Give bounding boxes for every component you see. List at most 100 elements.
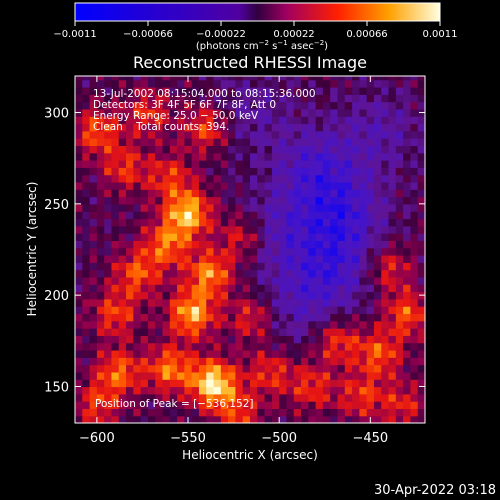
heatmap-cell — [191, 298, 200, 307]
heatmap-cell — [111, 247, 120, 256]
heatmap-cell — [381, 203, 390, 212]
heatmap-cell — [118, 379, 127, 388]
heatmap-cell — [177, 196, 185, 205]
heatmap-cell — [75, 160, 83, 168]
heatmap-cell — [403, 379, 412, 388]
heatmap-cell — [271, 408, 280, 417]
heatmap-cell — [126, 298, 134, 307]
heatmap-cell — [337, 313, 346, 322]
heatmap-cell — [315, 233, 324, 241]
heatmap-cell — [301, 116, 309, 125]
heatmap-cell — [191, 167, 200, 176]
heatmap-cell — [308, 401, 317, 409]
heatmap-cell — [198, 218, 207, 227]
heatmap-cell — [140, 138, 149, 146]
heatmap-cell — [96, 108, 105, 117]
heatmap-cell — [264, 152, 273, 161]
heatmap-cell — [352, 349, 360, 358]
heatmap-cell — [417, 181, 425, 190]
heatmap-cell — [388, 189, 397, 198]
heatmap-cell — [140, 189, 149, 198]
heatmap-cell — [344, 276, 353, 285]
heatmap-cell — [198, 349, 207, 358]
heatmap-cell — [184, 86, 193, 95]
heatmap-cell — [330, 364, 339, 373]
heatmap-cell — [293, 357, 302, 366]
heatmap-cell — [352, 225, 360, 234]
heatmap-cell — [235, 181, 244, 190]
heatmap-cell — [308, 181, 317, 190]
heatmap-cell — [220, 247, 229, 256]
heatmap-cell — [250, 386, 258, 395]
heatmap-cell — [191, 108, 200, 117]
heatmap-cell — [162, 371, 171, 380]
heatmap-cell — [191, 138, 200, 146]
heatmap-cell — [286, 262, 295, 271]
heatmap-cell — [410, 203, 419, 212]
heatmap-cell — [286, 401, 295, 409]
heatmap-cell — [315, 225, 324, 234]
heatmap-cell — [140, 269, 149, 278]
heatmap-cell — [264, 130, 273, 139]
heatmap-cell — [381, 225, 390, 234]
heatmap-cell — [96, 233, 105, 241]
heatmap-cell — [395, 408, 404, 417]
heatmap-cell — [242, 123, 251, 132]
heatmap-cell — [242, 181, 251, 190]
heatmap-cell — [177, 211, 185, 220]
heatmap-cell — [366, 284, 375, 293]
heatmap-cell — [162, 342, 171, 351]
heatmap-cell — [271, 364, 280, 373]
heatmap-cell — [388, 357, 397, 366]
heatmap-cell — [395, 386, 404, 395]
heatmap-cell — [198, 196, 207, 205]
heatmap-cell — [293, 320, 302, 329]
heatmap-cell — [403, 189, 412, 198]
heatmap-cell — [133, 181, 142, 190]
heatmap-cell — [162, 401, 171, 409]
heatmap-cell — [147, 79, 156, 88]
heatmap-cell — [213, 218, 222, 227]
heatmap-cell — [111, 393, 120, 402]
heatmap-cell — [118, 284, 127, 293]
heatmap-cell — [322, 86, 331, 95]
heatmap-cell — [228, 276, 237, 285]
heatmap-cell — [75, 79, 83, 88]
heatmap-cell — [213, 349, 222, 358]
heatmap-cell — [359, 94, 368, 103]
heatmap-cell — [206, 218, 215, 227]
heatmap-cell — [366, 349, 375, 358]
heatmap-cell — [344, 408, 353, 417]
heatmap-cell — [198, 181, 207, 190]
heatmap-cell — [257, 335, 266, 344]
heatmap-cell — [75, 262, 83, 271]
heatmap-cell — [89, 320, 98, 329]
heatmap-cell — [417, 167, 425, 176]
heatmap-cell — [191, 349, 200, 358]
heatmap-cell — [184, 108, 193, 117]
heatmap-cell — [279, 233, 288, 241]
heatmap-cell — [111, 262, 120, 271]
heatmap-cell — [155, 196, 164, 205]
heatmap-cell — [96, 313, 105, 322]
heatmap-cell — [111, 364, 120, 373]
heatmap-cell — [271, 371, 280, 380]
heatmap-cell — [344, 247, 353, 256]
heatmap-cell — [235, 138, 244, 146]
heatmap-cell — [257, 94, 266, 103]
heatmap-cell — [366, 233, 375, 241]
heatmap-cell — [344, 320, 353, 329]
heatmap-cell — [344, 364, 353, 373]
heatmap-cell — [395, 218, 404, 227]
heatmap-cell — [417, 276, 425, 285]
heatmap-cell — [286, 298, 295, 307]
heatmap-cell — [177, 116, 185, 125]
heatmap-cell — [257, 276, 266, 285]
heatmap-cell — [308, 196, 317, 205]
heatmap-cell — [301, 328, 309, 336]
heatmap-cell — [315, 101, 324, 110]
heatmap-cell — [104, 269, 113, 278]
heatmap-cell — [395, 196, 404, 205]
heatmap-cell — [359, 284, 368, 293]
heatmap-cell — [330, 86, 339, 95]
